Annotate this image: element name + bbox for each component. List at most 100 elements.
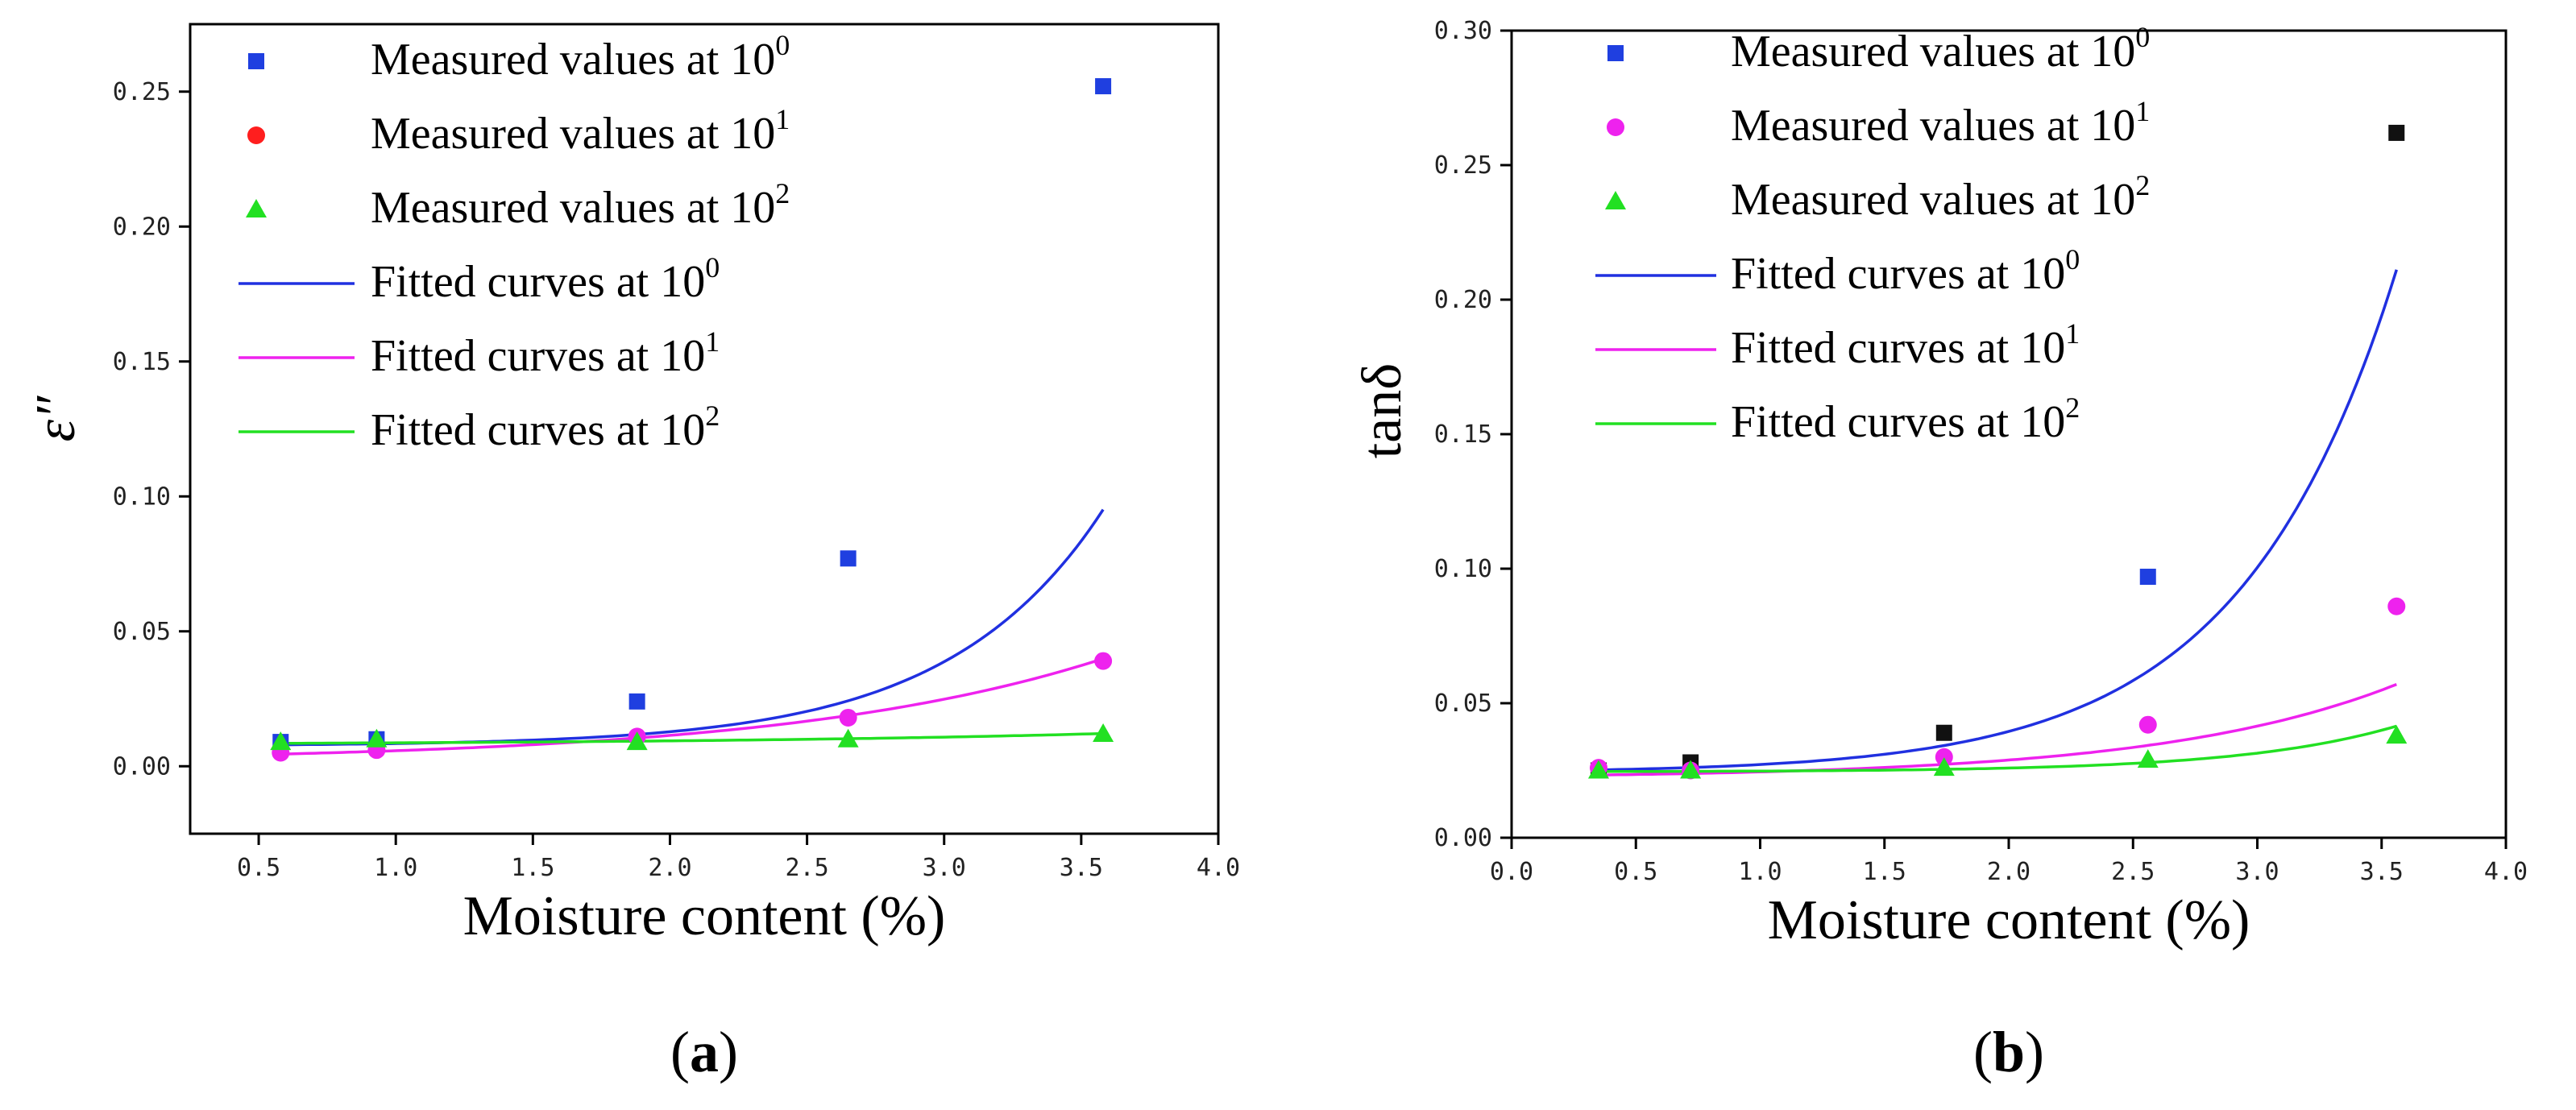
legend-label-text: Fitted curves at 10 <box>371 257 705 307</box>
legend-label-text: Fitted curves at 10 <box>371 405 705 455</box>
x-tick-label: 3.5 <box>2360 858 2404 886</box>
caption-letter: b <box>1993 1020 2025 1084</box>
caption-paren-open: ( <box>1973 1020 1993 1084</box>
y-tick-label: 0.20 <box>1434 286 1492 314</box>
legend-label-exponent: 2 <box>775 177 790 209</box>
legend-label: Measured values at 101 <box>1731 95 2150 151</box>
legend-label-text: Measured values at 10 <box>371 183 775 233</box>
legend-label-exponent: 1 <box>775 103 790 135</box>
legend-marker-circle <box>247 126 265 144</box>
y-tick-label: 0.25 <box>1434 151 1492 180</box>
legend-label-exponent: 1 <box>2065 317 2080 350</box>
legend-label-exponent: 0 <box>2065 243 2080 275</box>
x-tick-label: 1.5 <box>1863 858 1906 886</box>
y-tick-label: 0.20 <box>113 213 171 241</box>
y-tick-label: 0.05 <box>1434 690 1492 718</box>
legend-marker-triangle <box>1605 191 1626 209</box>
x-tick-label: 2.5 <box>2111 858 2155 886</box>
legend-label: Measured values at 100 <box>371 29 790 85</box>
x-tick-label: 0.5 <box>1614 858 1657 886</box>
legend-label-text: Fitted curves at 10 <box>1731 323 2065 373</box>
legend-label-exponent: 2 <box>2135 169 2150 201</box>
panel-caption: (a) <box>670 1020 738 1084</box>
data-point-circle <box>839 708 857 727</box>
fitted-curve-line <box>1598 682 2397 777</box>
legend-label: Measured values at 102 <box>371 177 790 233</box>
legend-label-exponent: 2 <box>2065 391 2080 424</box>
legend-label-text: Measured values at 10 <box>1731 175 2135 225</box>
legend-label-exponent: 0 <box>2135 21 2150 53</box>
legend-label-exponent: 2 <box>705 400 720 432</box>
fitted-curve-line <box>1598 269 2398 772</box>
x-tick-label: 2.0 <box>1987 858 2031 886</box>
data-point-square <box>1935 724 1952 741</box>
x-tick-label: 1.5 <box>511 854 554 882</box>
x-axis-label: Moisture content (%) <box>1768 889 2250 951</box>
y-tick-label: 0.30 <box>1434 17 1492 45</box>
x-tick-label: 3.0 <box>923 854 966 882</box>
x-axis-label: Moisture content (%) <box>463 885 946 947</box>
x-tick-label: 1.0 <box>1738 858 1782 886</box>
data-point-triangle <box>1093 723 1114 743</box>
legend-label: Fitted curves at 101 <box>371 325 720 381</box>
y-tick-label: 0.10 <box>113 483 171 511</box>
legend-label-text: Fitted curves at 10 <box>1731 249 2065 299</box>
x-tick-label: 4.0 <box>1197 854 1240 882</box>
legend-label: Fitted curves at 102 <box>1731 391 2080 447</box>
legend-label: Fitted curves at 102 <box>371 400 720 455</box>
data-point-square <box>1095 78 1112 95</box>
data-point-circle <box>2387 597 2406 615</box>
caption-paren-open: ( <box>670 1020 690 1084</box>
caption-paren-close: ) <box>719 1020 738 1084</box>
fitted-curve-line <box>1599 724 2397 773</box>
legend-label-exponent: 1 <box>2135 95 2150 127</box>
y-tick-label: 0.00 <box>113 752 171 781</box>
x-tick-label: 0.0 <box>1490 858 1533 886</box>
data-point-triangle <box>1587 760 1609 779</box>
legend-marker-square <box>248 53 264 69</box>
data-point-triangle <box>2137 749 2159 768</box>
y-tick-label: 0.05 <box>113 618 171 646</box>
x-tick-label: 3.0 <box>2235 858 2279 886</box>
legend-label-exponent: 0 <box>775 29 790 61</box>
legend-label-exponent: 0 <box>705 251 720 284</box>
legend-label: Fitted curves at 100 <box>371 251 720 307</box>
panel-a: 0.5 1.0 1.5 2.0 2.5 3.0 3.5 4.0 0.00 0.05 0.10 0.15… <box>25 23 1240 1084</box>
legend-marker-square <box>1607 45 1624 61</box>
legend-label: Measured values at 100 <box>1731 21 2150 77</box>
y-tick-label: 0.15 <box>113 348 171 376</box>
legend-label: Fitted curves at 100 <box>1731 243 2080 299</box>
legend-marker-triangle <box>246 199 267 217</box>
panel-caption: (b) <box>1973 1020 2044 1084</box>
y-tick-label: 0.10 <box>1434 555 1492 583</box>
x-tick-label: 3.5 <box>1060 854 1103 882</box>
panel-b: 0.0 0.5 1.0 1.5 2.0 2.5 3.0 3.5 4.0 0.00 0.05 0.10 0… <box>1351 17 2528 1084</box>
x-tick-label: 0.5 <box>237 854 280 882</box>
data-point-triangle <box>2386 725 2408 744</box>
x-tick-label: 2.5 <box>786 854 829 882</box>
y-axis-label: tanδ <box>1351 363 1413 459</box>
legend-label-exponent: 1 <box>705 325 720 358</box>
x-tick-label: 1.0 <box>374 854 417 882</box>
y-axis-label: ε″ <box>25 396 87 442</box>
y-tick-label: 0.25 <box>113 78 171 106</box>
legend-label: Measured values at 101 <box>371 103 790 159</box>
data-point-square <box>2388 124 2405 141</box>
legend-label-text: Fitted curves at 10 <box>371 331 705 381</box>
legend-label-text: Measured values at 10 <box>1731 101 2135 151</box>
data-point-triangle <box>626 731 648 751</box>
legend-label-text: Measured values at 10 <box>1731 27 2135 77</box>
data-point-square <box>840 550 857 567</box>
legend-label-text: Fitted curves at 10 <box>1731 397 2065 447</box>
legend-label: Measured values at 102 <box>1731 169 2150 225</box>
data-point-triangle <box>1680 760 1702 779</box>
caption-paren-close: ) <box>2025 1020 2044 1084</box>
plot-frame <box>189 23 1220 835</box>
x-tick-label: 2.0 <box>648 854 691 882</box>
data-point-square <box>2139 569 2156 586</box>
y-tick-label: 0.00 <box>1434 824 1492 852</box>
fitted-curve-line <box>280 731 1104 745</box>
data-point-triangle <box>1933 757 1955 777</box>
